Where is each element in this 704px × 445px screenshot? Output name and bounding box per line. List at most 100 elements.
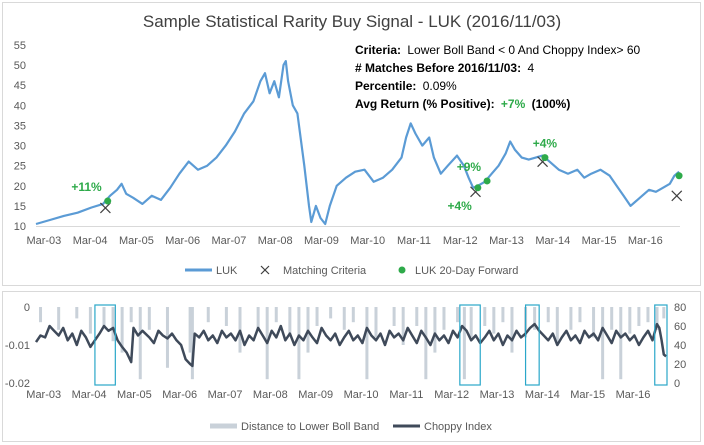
criteria-label: Criteria: <box>355 43 401 57</box>
legend-forward-label: LUK 20-Day Forward <box>415 265 518 277</box>
top-x-tick-label: Mar-13 <box>489 235 524 247</box>
distance-bar <box>288 307 292 334</box>
distance-bar <box>329 307 333 319</box>
forward-return-dot <box>483 177 491 185</box>
distance-bar <box>57 307 61 330</box>
top-legend: LUK Matching Criteria LUK 20-Day Forward <box>185 265 518 277</box>
top-y-tick-label: 55 <box>14 40 26 52</box>
signal-highlight-box <box>94 304 116 386</box>
top-x-tick-label: Mar-15 <box>582 235 617 247</box>
return-annotation: +4% <box>533 137 558 151</box>
bottom-x-tick-label: Mar-12 <box>434 389 469 401</box>
top-x-tick-label: Mar-04 <box>73 235 108 247</box>
top-x-tick-label: Mar-10 <box>350 235 385 247</box>
forward-return-dot <box>474 184 482 192</box>
forward-return-dot <box>104 197 112 205</box>
avg-return-positive: (100%) <box>532 97 571 111</box>
bottom-x-tick-label: Mar-13 <box>480 389 515 401</box>
top-x-tick-label: Mar-12 <box>443 235 478 247</box>
top-y-axis: 10 15 20 25 30 35 40 45 50 55 <box>14 40 26 233</box>
signal-highlight-box <box>459 304 481 386</box>
bottom-x-tick-label: Mar-07 <box>208 389 243 401</box>
distance-bar <box>297 307 301 380</box>
distance-bar <box>533 307 537 330</box>
top-x-tick-label: Mar-11 <box>397 235 431 247</box>
distance-bar <box>619 307 623 380</box>
bottom-x-tick-label: Mar-11 <box>389 389 423 401</box>
distance-bar <box>147 307 151 330</box>
top-y-tick-label: 10 <box>14 221 26 233</box>
legend-forward-swatch <box>398 266 406 274</box>
top-y-tick-label: 15 <box>14 201 26 213</box>
top-x-tick-label: Mar-14 <box>535 235 570 247</box>
distance-bar <box>483 307 487 326</box>
distance-bar <box>462 307 466 380</box>
avg-return-label: Avg Return (% Positive): <box>355 97 495 111</box>
distance-bar <box>662 307 666 319</box>
distance-bar <box>188 307 192 353</box>
bottom-x-tick-label: Mar-16 <box>616 389 651 401</box>
matching-criteria-marker <box>671 190 683 202</box>
distance-bar <box>555 307 559 345</box>
top-y-tick-label: 30 <box>14 141 26 153</box>
distance-bar <box>424 307 428 380</box>
top-y-tick-label: 50 <box>14 60 26 72</box>
bottom-x-tick-label: Mar-14 <box>525 389 560 401</box>
distance-bar <box>569 307 573 330</box>
distance-bar <box>129 307 133 323</box>
criteria-line: Criteria: Lower Boll Band < 0 And Choppy… <box>355 43 641 57</box>
top-panel-frame <box>2 2 701 286</box>
distance-bar <box>120 307 124 353</box>
bottom-x-axis: Mar-03 Mar-04 Mar-05 Mar-06 Mar-07 Mar-08 Mar-… <box>26 389 650 401</box>
distance-bar <box>492 307 496 334</box>
luk-price-line <box>35 60 680 226</box>
percentile-label: Percentile: <box>355 79 416 93</box>
bottom-x-tick-label: Mar-09 <box>298 389 333 401</box>
bottom-x-tick-label: Mar-04 <box>72 389 107 401</box>
distance-bar <box>456 307 460 323</box>
top-y-tick-label: 25 <box>14 161 26 173</box>
top-y-tick-label: 40 <box>14 100 26 112</box>
distance-bar <box>374 307 378 338</box>
matches-value: 4 <box>527 61 534 75</box>
bottom-left-tick-label: -0.02 <box>5 378 30 390</box>
signal-highlight-box <box>524 304 540 386</box>
matches-line: # Matches Before 2016/11/03: 4 <box>355 61 534 75</box>
distance-bar <box>351 307 355 323</box>
distance-bar <box>256 307 260 330</box>
distance-bar <box>224 307 228 326</box>
return-annotation: +9% <box>457 160 482 174</box>
distance-bar <box>442 307 446 330</box>
distance-bar <box>469 307 473 338</box>
bottom-right-tick-label: 40 <box>674 340 686 352</box>
chart-title: Sample Statistical Rarity Buy Signal - L… <box>143 12 561 31</box>
bottom-legend: Distance to Lower Boll Band Choppy Index <box>210 421 492 433</box>
distance-bar <box>111 307 115 342</box>
bottom-y-axis: 0 -0.01 -0.02 80 60 40 20 0 <box>5 302 686 390</box>
distance-bar <box>433 307 437 353</box>
bottom-plot-area <box>34 304 668 386</box>
avg-return-line: Avg Return (% Positive): +7% (100%) <box>355 97 570 111</box>
bottom-left-tick-label: 0 <box>24 302 30 314</box>
distance-bar <box>655 307 659 330</box>
distance-bar <box>546 307 550 323</box>
bottom-x-tick-label: Mar-06 <box>162 389 197 401</box>
choppy-index-line <box>34 322 667 368</box>
legend-matching-swatch <box>260 265 270 275</box>
distance-bar <box>315 307 319 326</box>
bottom-right-tick-label: 80 <box>674 302 686 314</box>
top-x-tick-label: Mar-03 <box>26 235 61 247</box>
forward-return-dot <box>541 154 549 162</box>
top-x-tick-label: Mar-06 <box>165 235 200 247</box>
percentile-value: 0.09% <box>423 79 457 93</box>
distance-bar <box>342 307 346 330</box>
bottom-right-tick-label: 0 <box>674 378 680 390</box>
matches-label: # Matches Before 2016/11/03: <box>355 61 521 75</box>
forward-return-dot <box>675 172 683 180</box>
distance-bar <box>501 307 505 323</box>
top-x-tick-label: Mar-09 <box>304 235 339 247</box>
criteria-value: Lower Boll Band < 0 And Choppy Index> 60 <box>407 43 640 57</box>
distance-bar <box>88 307 92 334</box>
distance-bar <box>206 307 210 323</box>
